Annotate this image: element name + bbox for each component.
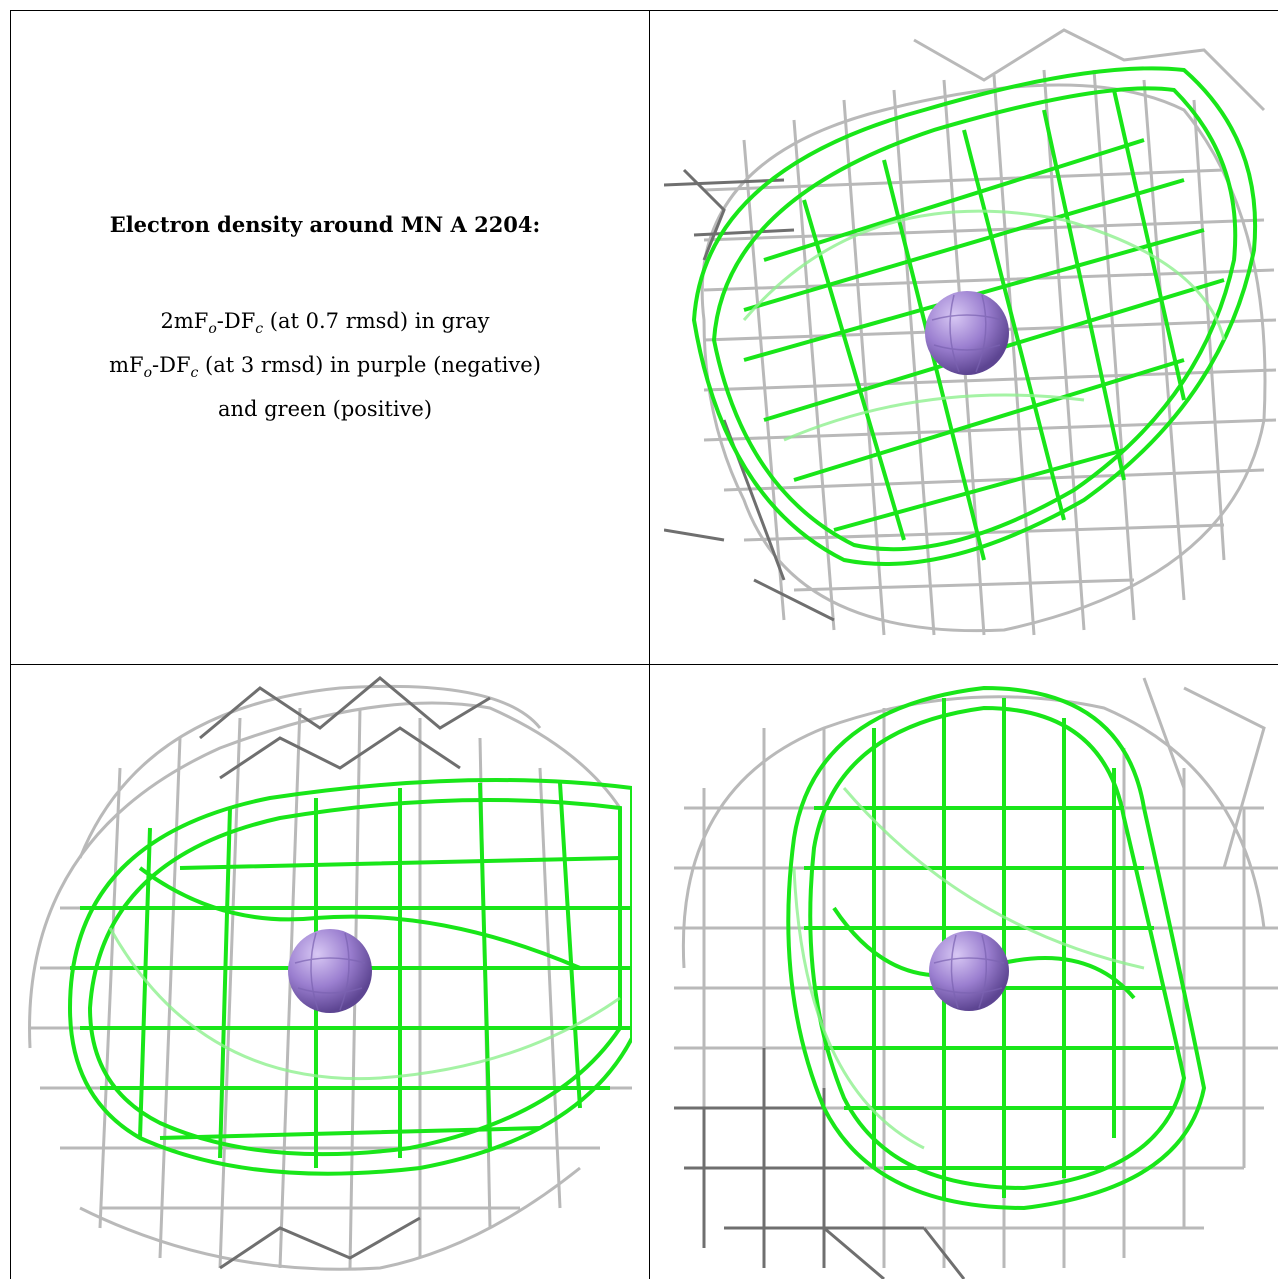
border-middle-horizontal: [10, 664, 1278, 665]
view-bottom-right: [664, 668, 1278, 1279]
density-mesh-top-right: [664, 20, 1278, 660]
density-mesh-bottom-left: [20, 668, 632, 1279]
caption-cell: Electron density around MN A 2204: 2mFo-…: [20, 212, 630, 427]
view-top-right: [664, 20, 1278, 660]
border-middle-vertical: [649, 10, 650, 1279]
caption-line-mfo: mFo-DFc (at 3 rmsd) in purple (negative): [20, 347, 630, 391]
mn-atom-sphere: [925, 291, 1009, 375]
mn-atom-sphere: [929, 931, 1009, 1011]
view-bottom-left: [20, 668, 632, 1279]
caption-line-green: and green (positive): [20, 391, 630, 427]
caption-title: Electron density around MN A 2204:: [20, 212, 630, 237]
mn-atom-sphere: [288, 929, 372, 1013]
border-top: [10, 10, 1278, 11]
border-left: [10, 10, 11, 1279]
caption-line-2mfo: 2mFo-DFc (at 0.7 rmsd) in gray: [20, 303, 630, 347]
density-mesh-bottom-right: [664, 668, 1278, 1279]
